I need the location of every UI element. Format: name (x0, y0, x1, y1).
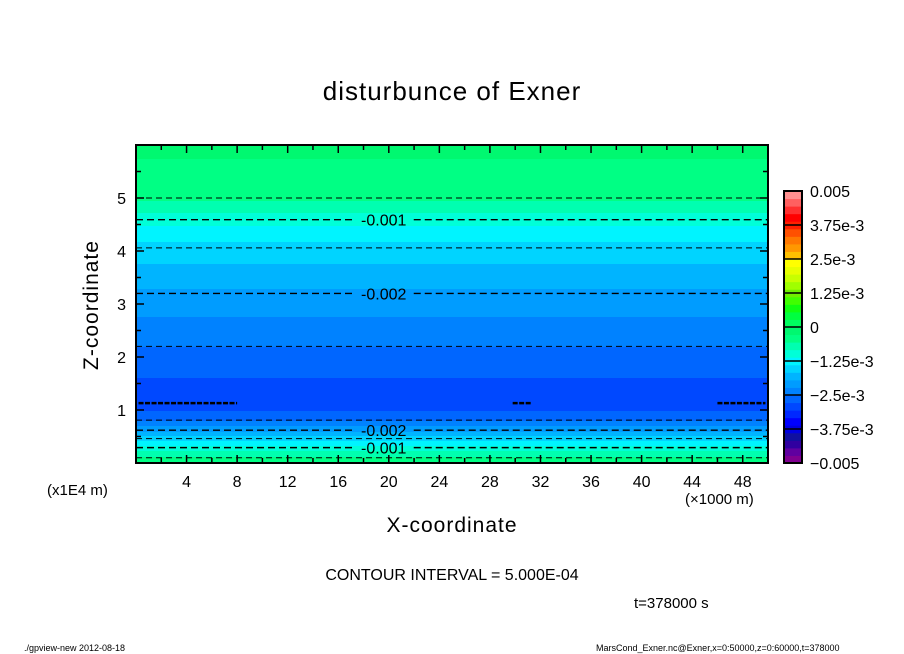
color-band (136, 225, 768, 242)
colorbar-cell (784, 455, 802, 464)
x-tick-label: 40 (633, 474, 651, 491)
colorbar-cell (784, 259, 802, 268)
colorbar-cell (784, 243, 802, 252)
contour-label: -0.002 (361, 423, 406, 440)
color-band (136, 158, 768, 201)
colorbar-cell (784, 228, 802, 237)
colorbar-cell (784, 395, 802, 404)
contour-label: -0.001 (361, 213, 406, 230)
y-tick-label: 1 (117, 403, 126, 420)
colorbar-cell (784, 447, 802, 456)
colorbar-cell (784, 349, 802, 358)
color-band (136, 425, 768, 432)
colorbar-cell (784, 387, 802, 396)
colorbar-label: 0 (810, 320, 819, 337)
colorbar-label: −3.75e-3 (810, 422, 874, 439)
colorbar-cell (784, 296, 802, 305)
x-unit-label: (×1000 m) (685, 491, 754, 508)
x-tick-label: 48 (734, 474, 752, 491)
colorbar-cell (784, 236, 802, 245)
y-tick-label: 2 (117, 350, 126, 367)
x-tick-label: 24 (430, 474, 448, 491)
contour-label: -0.002 (361, 286, 406, 303)
filled-bands (136, 145, 768, 464)
colorbar-label: 3.75e-3 (810, 218, 864, 235)
colorbar-cell (784, 327, 802, 336)
colorbar-cell (784, 191, 802, 200)
colorbar-cell (784, 311, 802, 320)
colorbar-label: −0.005 (810, 456, 859, 473)
color-band (136, 263, 768, 289)
time-label: t=378000 s (634, 595, 709, 612)
x-tick-label: 4 (182, 474, 191, 491)
color-band (136, 145, 768, 159)
x-axis-label: X-coordinate (386, 514, 518, 537)
colorbar-cell (784, 319, 802, 328)
colorbar-cell (784, 281, 802, 290)
x-tick-label: 36 (582, 474, 600, 491)
color-band (136, 377, 768, 411)
color-band (136, 456, 768, 462)
x-tick-label: 8 (233, 474, 242, 491)
colorbar-cell (784, 402, 802, 411)
colorbar-cell (784, 379, 802, 388)
colorbar-label: −2.5e-3 (810, 388, 865, 405)
contour-interval-text: CONTOUR INTERVAL = 5.000E-04 (325, 567, 579, 584)
colorbar-label: 2.5e-3 (810, 252, 855, 269)
colorbar-cell (784, 266, 802, 275)
colorbar-label: 1.25e-3 (810, 286, 864, 303)
color-band (136, 410, 768, 421)
y-tick-label: 3 (117, 297, 126, 314)
colorbar-cell (784, 213, 802, 222)
color-band (136, 200, 768, 213)
footer-left: ./gpview-new 2012-08-18 (24, 643, 126, 653)
x-tick-label: 12 (279, 474, 297, 491)
color-band (136, 346, 768, 378)
color-band (136, 241, 768, 264)
colorbar-label: 0.005 (810, 184, 850, 201)
y-tick-label: 4 (117, 244, 126, 261)
colorbar-cell (784, 198, 802, 207)
colorbar-cell (784, 372, 802, 381)
chart-title: disturbunce of Exner (322, 76, 582, 106)
color-band (136, 450, 768, 457)
contour-label: -0.001 (361, 441, 406, 458)
color-band (136, 440, 768, 446)
colorbar-cell (784, 274, 802, 283)
colorbar-cell (784, 342, 802, 351)
colorbar-cell (784, 410, 802, 419)
colorbar-cell (784, 206, 802, 215)
colorbar-cell (784, 334, 802, 343)
footer-right: MarsCond_Exner.nc@Exner,x=0:50000,z=0:60… (596, 643, 840, 653)
color-band (136, 288, 768, 317)
x-tick-label: 28 (481, 474, 499, 491)
colorbar: −0.005 −3.75e-3 −2.5e-3 −1.25e-3 0 1.25e-3 2.5… (783, 184, 874, 473)
colorbar-cell (784, 251, 802, 260)
color-band (136, 212, 768, 226)
colorbar-cell (784, 432, 802, 441)
x-tick-label: 44 (683, 474, 701, 491)
colorbar-cell (784, 364, 802, 373)
colorbar-cell (784, 304, 802, 313)
x-tick-label: 32 (532, 474, 550, 491)
x-tick-label: 20 (380, 474, 398, 491)
color-band (136, 435, 768, 441)
colorbar-frame (783, 190, 803, 464)
color-band (136, 316, 768, 347)
colorbar-label: −1.25e-3 (810, 354, 874, 371)
x-tick-label: 16 (329, 474, 347, 491)
y-tick-label: 5 (117, 191, 126, 208)
colorbar-cell (784, 417, 802, 426)
color-band (136, 431, 768, 436)
color-band (136, 420, 768, 426)
colorbar-cell (784, 440, 802, 449)
z-unit-label: (x1E4 m) (47, 482, 108, 499)
